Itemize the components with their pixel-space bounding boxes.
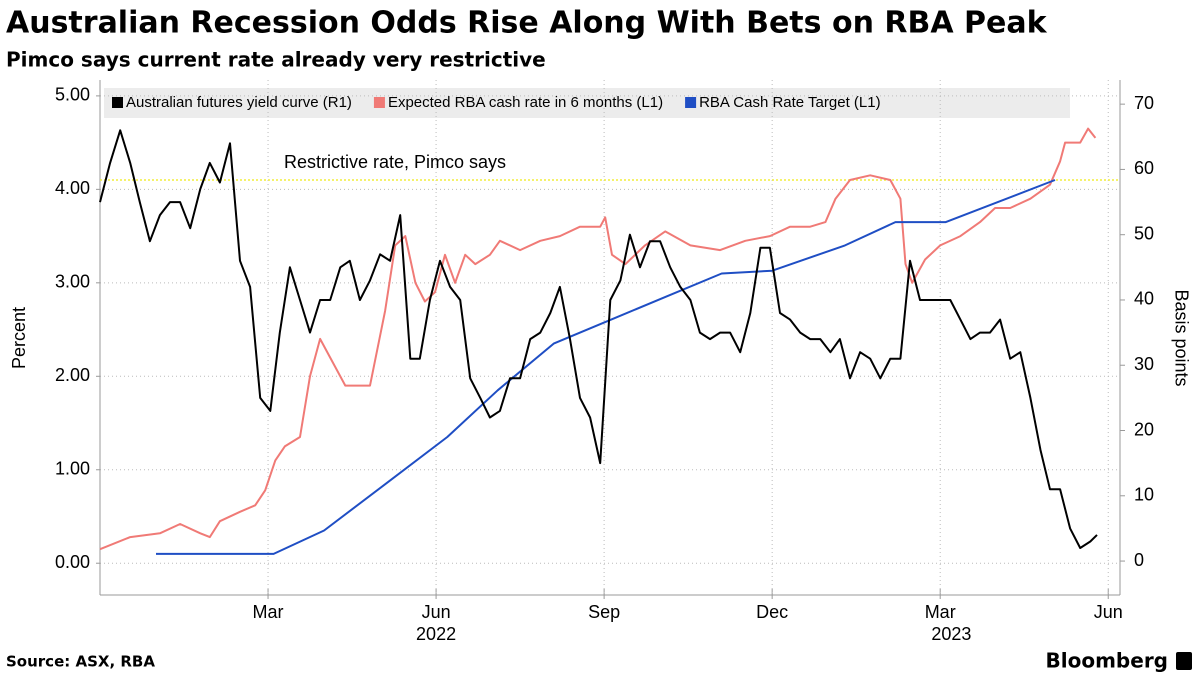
x-tick-label: Jun <box>422 602 451 622</box>
y-tick-label: 2.00 <box>55 365 90 385</box>
chart-title: Australian Recession Odds Rise Along Wit… <box>6 6 1048 41</box>
x-tick-label: Sep <box>588 602 620 622</box>
y-tick-label: 0.00 <box>55 552 90 572</box>
chart-subtitle: Pimco says current rate already very res… <box>6 48 546 72</box>
x-tick-label: Jun <box>1094 602 1123 622</box>
x-tick-label: Mar <box>925 602 956 622</box>
y-tick-label: 3.00 <box>55 272 90 292</box>
reference-label: Restrictive rate, Pimco says <box>284 152 506 172</box>
legend-label: Australian futures yield curve (R1) <box>126 94 352 111</box>
legend-swatch <box>685 97 697 108</box>
y2-tick-label: 50 <box>1134 223 1154 243</box>
y2-tick-label: 60 <box>1134 158 1154 178</box>
y2-tick-label: 10 <box>1134 485 1154 505</box>
y2-tick-label: 30 <box>1134 354 1154 374</box>
series-line <box>99 127 1097 551</box>
x-year-label: 2022 <box>416 624 456 644</box>
y2-tick-label: 70 <box>1134 93 1154 113</box>
y-tick-label: 1.00 <box>55 459 90 479</box>
series-line <box>99 129 1098 549</box>
brand: Bloomberg <box>1046 649 1168 673</box>
legend-label: RBA Cash Rate Target (L1) <box>699 94 880 111</box>
y2-tick-label: 40 <box>1134 289 1154 309</box>
legend-swatch <box>373 97 385 108</box>
y2-tick-label: 0 <box>1134 550 1144 570</box>
y-axis-label: Percent <box>9 307 29 369</box>
y-tick-label: 4.00 <box>55 178 90 198</box>
legend-label: Expected RBA cash rate in 6 months (L1) <box>388 94 663 111</box>
legend-background <box>104 88 1070 118</box>
y-tick-label: 5.00 <box>55 85 90 105</box>
x-year-label: 2023 <box>931 624 971 644</box>
source: Source: ASX, RBA <box>6 653 155 671</box>
x-tick-label: Dec <box>756 602 788 622</box>
legend-swatch <box>112 97 123 108</box>
y2-tick-label: 20 <box>1134 419 1154 439</box>
y2-axis-label: Basis points <box>1171 289 1191 386</box>
x-tick-label: Mar <box>253 602 284 622</box>
brand-icon <box>1176 652 1192 670</box>
